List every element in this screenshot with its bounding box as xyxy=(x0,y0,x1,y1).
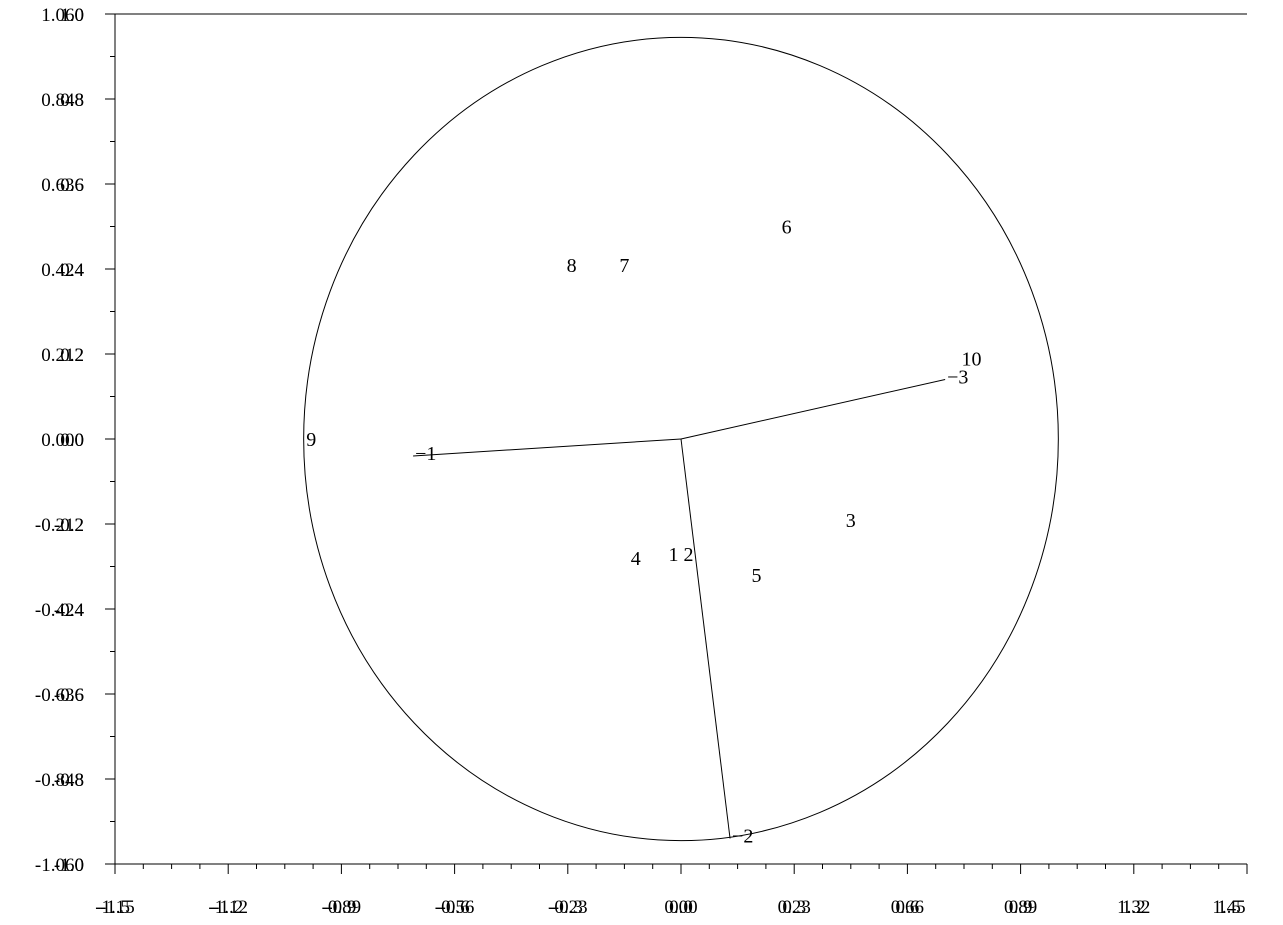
observation-points: 1 2 3 4 5 6 7 8 9 10 xyxy=(306,217,981,588)
point-3-label: 3 xyxy=(846,510,856,532)
y-tick-label: 0.848 xyxy=(41,90,84,111)
vector-2-label: −2 xyxy=(732,826,753,848)
tick-labels: -1.5-1.15 -1.2-1.12 -0.9-0.89 -0.6-0.56 -0.3… xyxy=(35,5,1246,918)
point-9-label: 9 xyxy=(306,429,316,451)
vector-1-label: −1 xyxy=(415,443,436,465)
point-7-label: 7 xyxy=(619,255,629,277)
point-6-label: 6 xyxy=(782,217,792,239)
y-tick-label: -0.636 xyxy=(35,685,84,706)
x-tick-label: -1.12 xyxy=(208,897,248,918)
y-tick-label: -0.424 xyxy=(35,600,85,621)
y-tick-label: -0.6 xyxy=(54,685,84,706)
x-tick-label: 0.00 xyxy=(664,897,697,918)
loading-vectors: −1 −2 −3 xyxy=(413,367,968,848)
point-5-label: 5 xyxy=(751,565,761,587)
x-tick-label: -1.15 xyxy=(95,897,135,918)
point-10-label: 10 xyxy=(962,348,982,370)
x-tick-label: -0.3 xyxy=(553,897,583,918)
y-tick-label: 0.424 xyxy=(41,260,84,281)
x-tick-label: -0.6 xyxy=(440,897,470,918)
vector-3-label: −3 xyxy=(947,367,968,389)
y-tick-label: 1.060 xyxy=(41,5,84,26)
x-tick-label: -0.9 xyxy=(326,897,356,918)
point-8-label: 8 xyxy=(567,255,577,277)
vector-1-line xyxy=(413,438,682,457)
ticks xyxy=(105,13,1248,874)
x-tick-label: 0.66 xyxy=(891,897,924,918)
y-tick-label: 0.0 xyxy=(60,430,84,451)
y-tick-label: -0.212 xyxy=(35,515,84,536)
x-tick-label: 1.2 xyxy=(1122,897,1146,918)
y-tick-label: -0.4 xyxy=(54,600,85,621)
y-tick-label: -1.0 xyxy=(54,855,84,876)
vector-2-line xyxy=(680,438,731,839)
y-tick-label: 0.212 xyxy=(41,345,84,366)
x-tick-label: 1.32 xyxy=(1117,897,1150,918)
x-tick-label: -1.5 xyxy=(100,897,130,918)
y-tick-label: 0.6 xyxy=(60,175,84,196)
y-tick-label: 0.000 xyxy=(41,430,84,451)
y-tick-label: 0.636 xyxy=(41,175,84,196)
point-2-label: 2 xyxy=(684,544,694,566)
x-tick-label: 0.9 xyxy=(1009,897,1033,918)
x-tick-label: 0.3 xyxy=(782,897,806,918)
y-tick-label: -0.848 xyxy=(35,770,84,791)
y-tick-label: -0.2 xyxy=(54,515,84,536)
x-tick-label: 0.0 xyxy=(669,897,693,918)
x-tick-label: 0.6 xyxy=(896,897,920,918)
x-tick-label: 0.23 xyxy=(778,897,811,918)
x-tick-label: 1.45 xyxy=(1212,897,1245,918)
point-4-label: 4 xyxy=(631,548,641,570)
y-tick-label: 1.0 xyxy=(60,5,84,26)
y-tick-label: -1.060 xyxy=(35,855,84,876)
x-tick-label: -0.23 xyxy=(548,897,588,918)
x-tick-label: 1.5 xyxy=(1217,897,1241,918)
x-tick-label: -0.89 xyxy=(322,897,362,918)
y-tick-label: 0.4 xyxy=(60,260,84,281)
point-1-label: 1 xyxy=(668,544,678,566)
correlation-circle xyxy=(303,36,1059,842)
vector-3-line xyxy=(680,379,946,440)
y-tick-label: 0.2 xyxy=(60,345,84,366)
x-tick-label: -0.56 xyxy=(435,897,475,918)
y-tick-label: -0.8 xyxy=(54,770,84,791)
y-tick-label: 0.8 xyxy=(60,90,84,111)
x-tick-label: -1.2 xyxy=(213,897,243,918)
x-tick-label: 0.89 xyxy=(1004,897,1037,918)
